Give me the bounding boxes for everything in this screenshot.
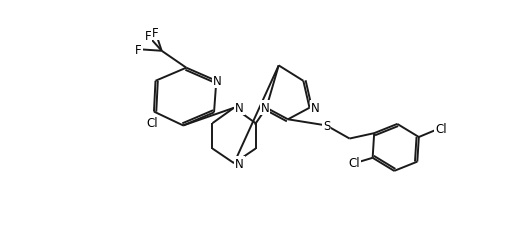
Text: F: F [135, 43, 142, 56]
Text: S: S [323, 119, 330, 132]
Text: N: N [261, 102, 269, 115]
Text: F: F [152, 27, 159, 40]
Text: N: N [235, 157, 244, 170]
Text: N: N [213, 75, 222, 88]
Text: Cl: Cl [147, 116, 158, 129]
Text: Cl: Cl [435, 122, 447, 135]
Text: N: N [310, 102, 319, 115]
Text: F: F [144, 30, 151, 43]
Text: Cl: Cl [348, 157, 360, 170]
Text: N: N [235, 102, 244, 115]
